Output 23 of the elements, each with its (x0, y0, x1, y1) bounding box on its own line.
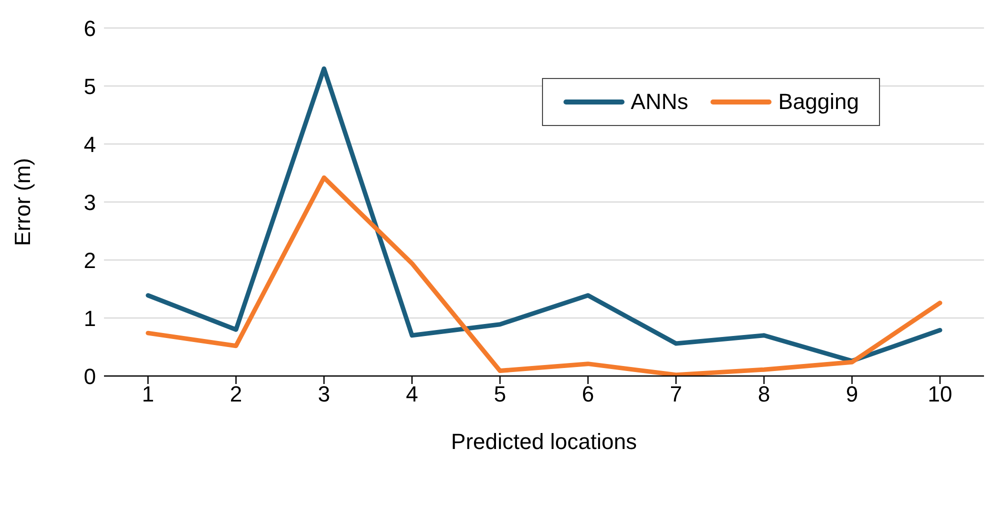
y-tick-label: 2 (84, 248, 96, 273)
x-tick-label: 10 (928, 382, 952, 407)
y-tick-label: 6 (84, 16, 96, 41)
y-tick-label: 0 (84, 364, 96, 389)
x-tick-label: 9 (846, 382, 858, 407)
x-tick-label: 1 (142, 382, 154, 407)
y-tick-label: 1 (84, 306, 96, 331)
y-tick-label: 4 (84, 132, 96, 157)
x-tick-label: 5 (494, 382, 506, 407)
x-tick-label: 6 (582, 382, 594, 407)
x-tick-label: 4 (406, 382, 418, 407)
x-axis-title: Predicted locations (451, 429, 637, 454)
y-tick-label: 5 (84, 74, 96, 99)
x-tick-label: 2 (230, 382, 242, 407)
x-tick-label: 7 (670, 382, 682, 407)
line-series (146, 66, 942, 364)
line-series (146, 175, 942, 376)
legend-label: Bagging (778, 89, 859, 115)
legend-label: ANNs (630, 89, 688, 115)
y-axis-title: Error (m) (10, 158, 35, 246)
x-tick-label: 8 (758, 382, 770, 407)
y-tick-label: 3 (84, 190, 96, 215)
x-tick-label: 3 (318, 382, 330, 407)
